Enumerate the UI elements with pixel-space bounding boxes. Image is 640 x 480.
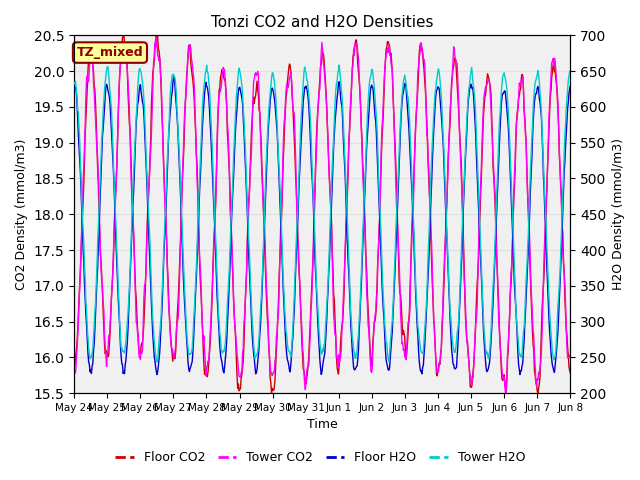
Legend: Floor CO2, Tower CO2, Floor H2O, Tower H2O: Floor CO2, Tower CO2, Floor H2O, Tower H… <box>109 446 531 469</box>
Y-axis label: CO2 Density (mmol/m3): CO2 Density (mmol/m3) <box>15 139 28 290</box>
Y-axis label: H2O Density (mmol/m3): H2O Density (mmol/m3) <box>612 138 625 290</box>
X-axis label: Time: Time <box>307 419 338 432</box>
Title: Tonzi CO2 and H2O Densities: Tonzi CO2 and H2O Densities <box>211 15 433 30</box>
Text: TZ_mixed: TZ_mixed <box>77 46 143 59</box>
